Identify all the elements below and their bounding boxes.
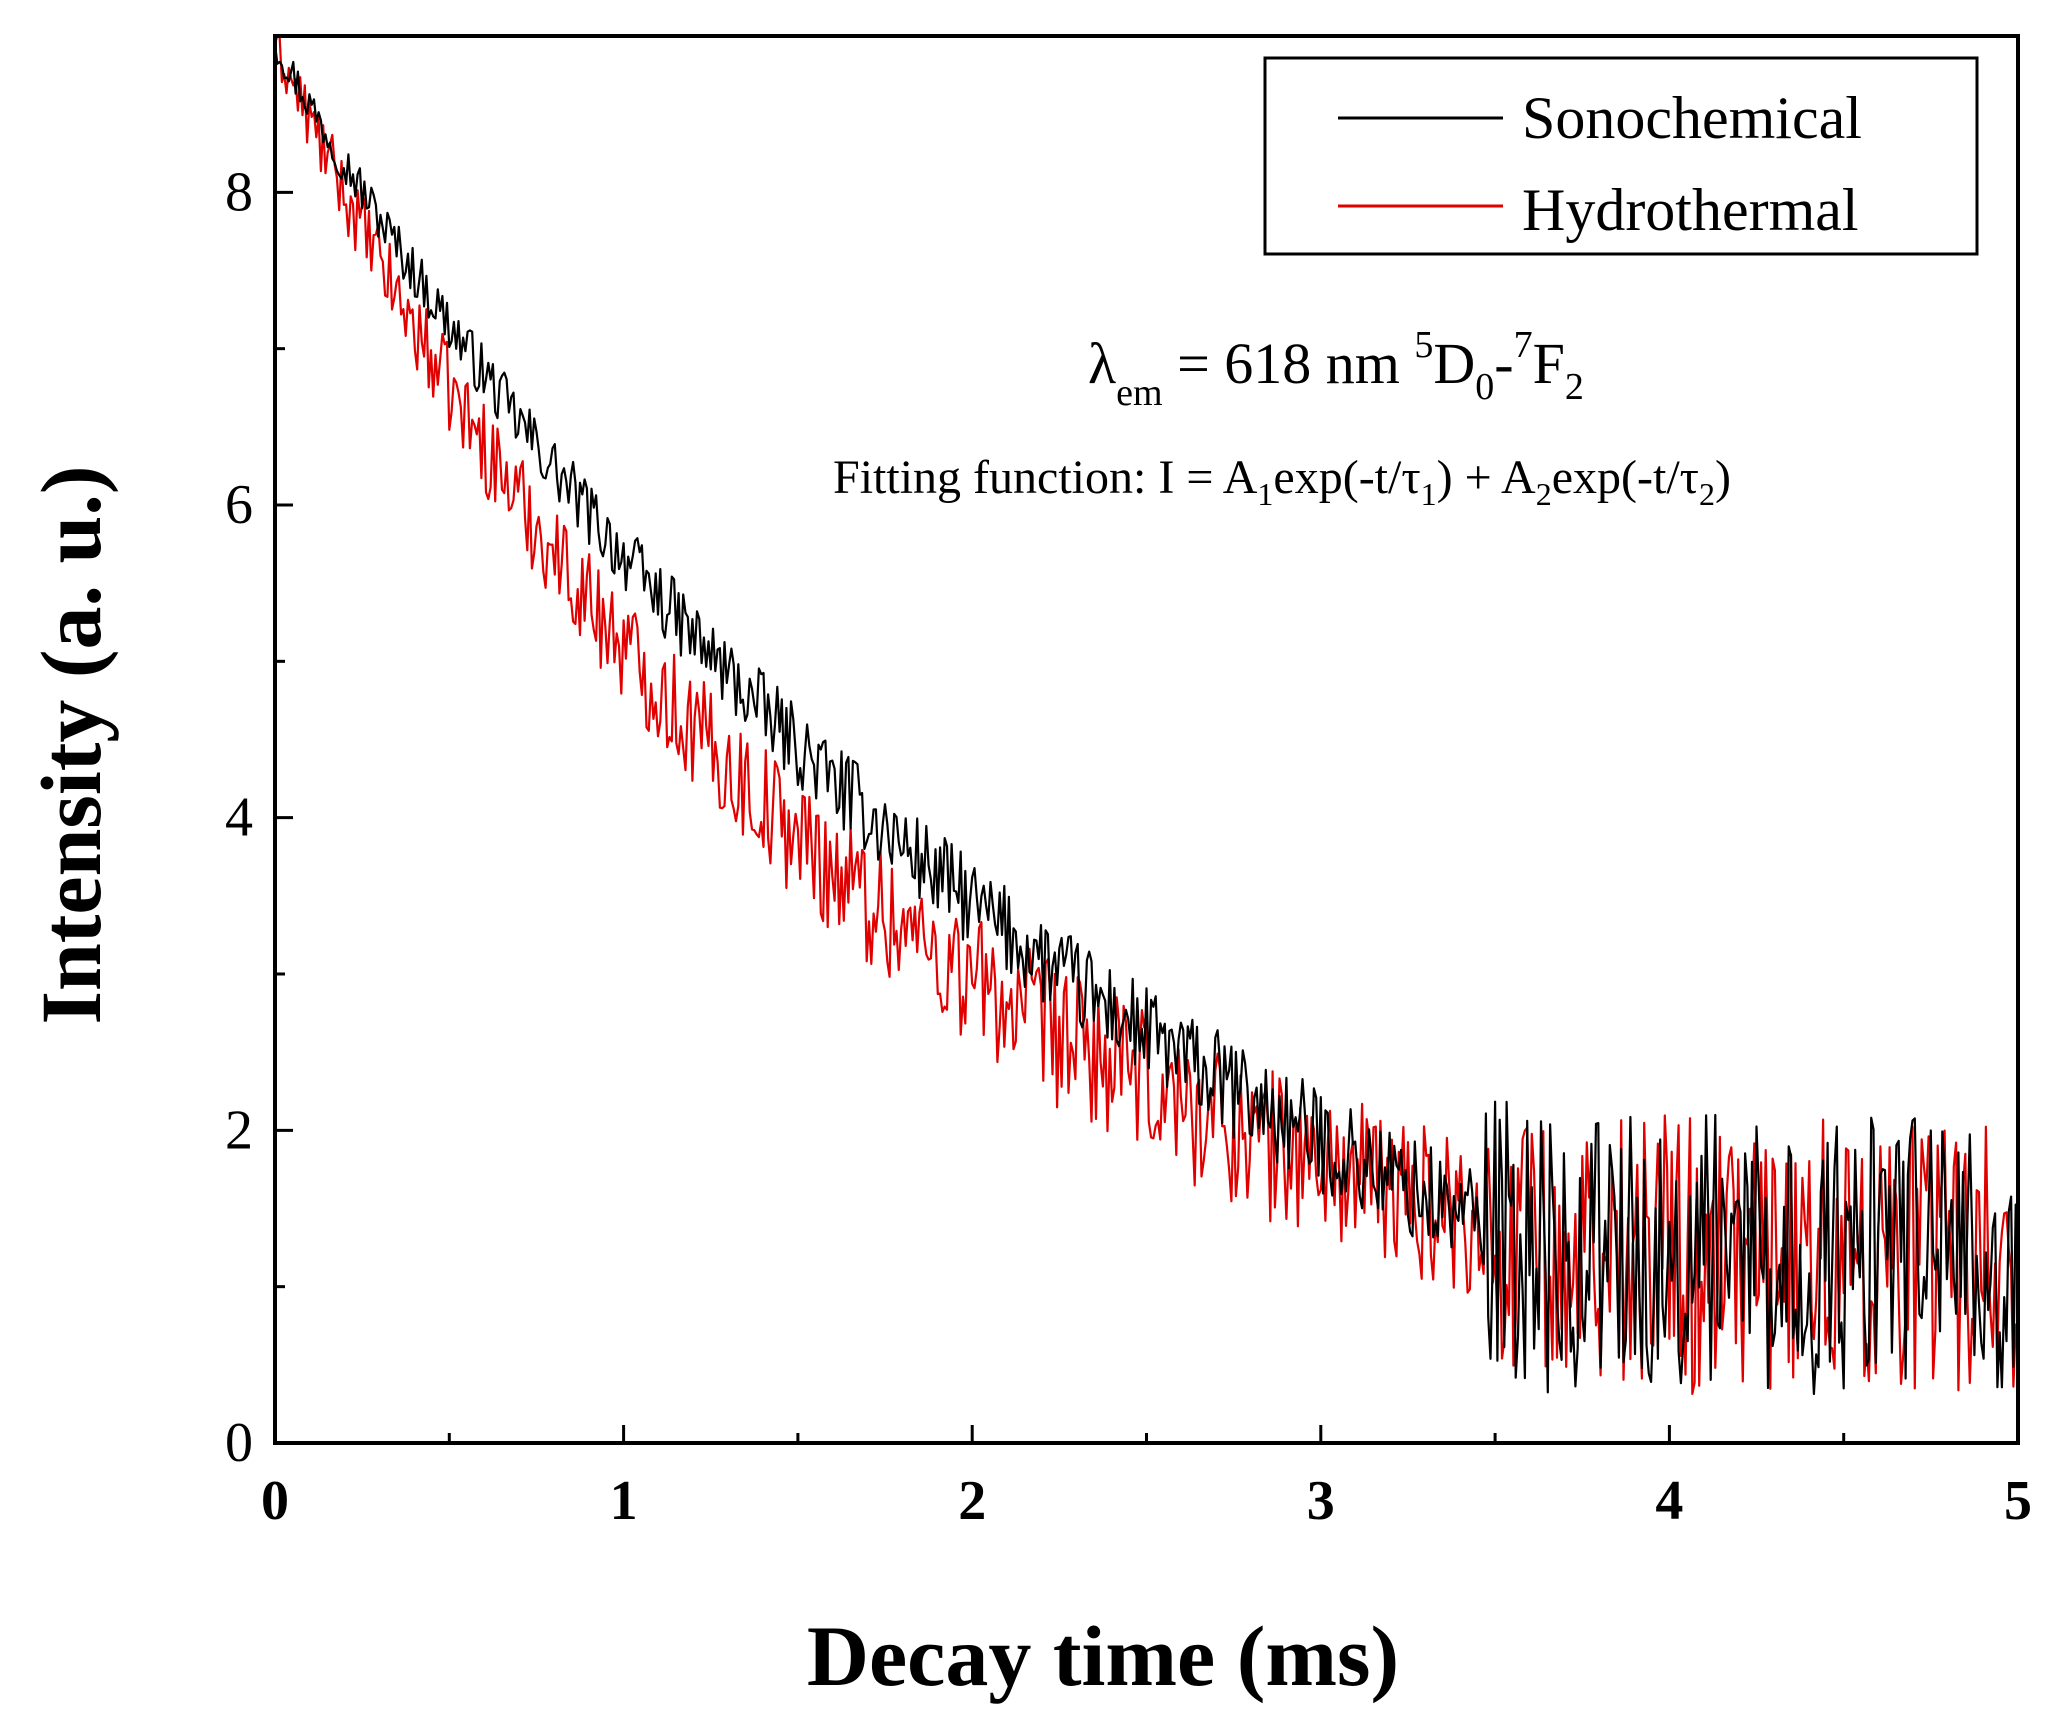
lambda-subscript: em: [1116, 372, 1162, 414]
series-line-sonochemical: [273, 43, 2020, 1396]
fit-exp2: exp(-t/τ: [1552, 451, 1699, 504]
x-axis: 0 1 2 3 4 5: [261, 1425, 2032, 1532]
x-axis-title: Decay time (ms): [807, 1608, 1399, 1704]
fit-prefix: Fitting function: I = A: [833, 451, 1258, 504]
transition-dash: -: [1494, 331, 1513, 396]
state1-subscript: 0: [1475, 366, 1494, 408]
fit-plus-a: ) + A: [1437, 451, 1536, 504]
state1-letter: D: [1433, 331, 1475, 396]
fit-exp1: exp(-t/τ: [1273, 451, 1420, 504]
x-tick-label: 4: [1655, 1470, 1683, 1532]
state2-subscript: 2: [1565, 366, 1584, 408]
x-tick-label: 1: [610, 1470, 638, 1532]
state2-letter: F: [1533, 331, 1565, 396]
state2-superscript: 7: [1514, 324, 1533, 366]
emission-annotation: λem = 618 nm 5D0-7F2: [1088, 324, 1584, 414]
fit-tau1-subscript: 1: [1421, 476, 1437, 512]
fit-close: ): [1715, 451, 1731, 504]
y-tick-label: 6: [225, 474, 253, 536]
x-tick-label: 0: [261, 1470, 289, 1532]
wavelength-text: = 618 nm: [1163, 331, 1415, 396]
series-layer: [273, 34, 2020, 1396]
lambda-symbol: λ: [1088, 331, 1116, 396]
legend-box: [1263, 56, 1979, 256]
y-tick-label: 4: [225, 787, 253, 849]
legend: Sonochemical Hydrothermal: [1263, 56, 1979, 256]
legend-label-sonochemical: Sonochemical: [1522, 85, 1862, 151]
x-tick-label: 3: [1307, 1470, 1335, 1532]
y-tick-label: 2: [225, 1099, 253, 1161]
fit-a1-subscript: 1: [1257, 476, 1273, 512]
x-tick-label: 5: [2004, 1470, 2032, 1532]
fit-a2-subscript: 2: [1536, 476, 1552, 512]
y-axis: 0 2 4 6 8: [225, 34, 293, 1474]
state1-superscript: 5: [1414, 324, 1433, 366]
fitting-function-annotation: Fitting function: I = A1exp(-t/τ1) + A2e…: [833, 451, 1731, 512]
y-tick-label: 0: [225, 1412, 253, 1474]
fit-tau2-subscript: 2: [1699, 476, 1715, 512]
legend-label-hydrothermal: Hydrothermal: [1522, 177, 1859, 243]
y-axis-title: Intensity (a. u.): [23, 465, 119, 1024]
x-tick-label: 2: [958, 1470, 986, 1532]
y-tick-label: 8: [225, 161, 253, 223]
